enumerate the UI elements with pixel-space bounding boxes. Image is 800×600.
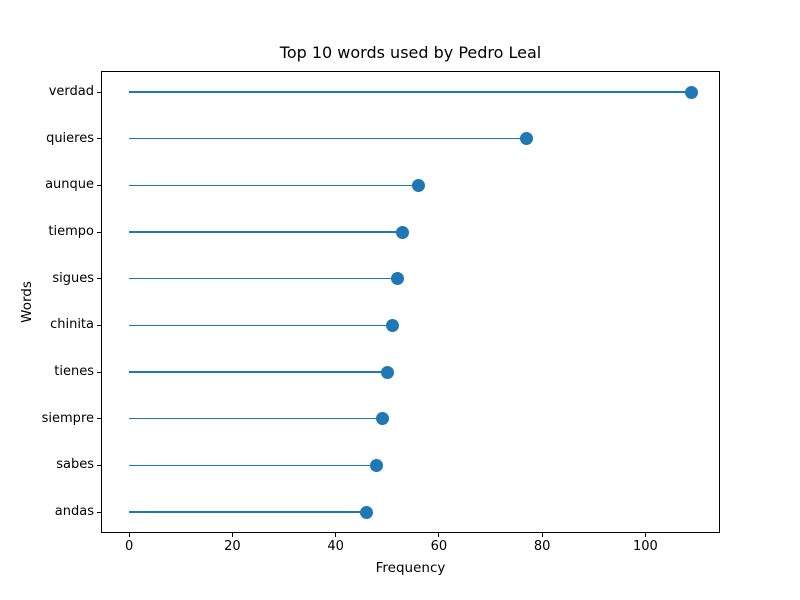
lollipop-stem — [129, 371, 388, 373]
lollipop-stem — [129, 417, 383, 420]
lollipop-stem — [129, 137, 527, 140]
lollipop-marker — [370, 458, 384, 472]
y-tick-label: sabes — [56, 457, 94, 473]
lollipop-marker — [375, 412, 389, 426]
y-axis-tick — [97, 511, 101, 513]
lollipop-marker — [685, 85, 699, 99]
lollipop-marker — [396, 225, 410, 239]
y-axis-tick — [97, 418, 101, 420]
x-axis-tick — [438, 533, 440, 537]
x-axis-tick — [541, 533, 543, 537]
lollipop-stem — [129, 184, 419, 187]
y-tick-label: tienes — [54, 364, 94, 379]
x-tick-label: 100 — [632, 539, 658, 554]
y-axis-tick — [97, 278, 101, 280]
y-tick-label: aunque — [45, 177, 94, 193]
lollipop-marker — [360, 505, 374, 519]
x-tick-label: 40 — [327, 539, 344, 554]
lollipop-stem — [129, 91, 692, 93]
lollipop-marker — [385, 318, 399, 332]
x-axis-tick — [644, 533, 646, 537]
y-tick-label: andas — [54, 504, 94, 519]
y-axis-tick — [97, 371, 101, 373]
y-tick-label: siempre — [41, 410, 94, 426]
y-axis-tick — [97, 138, 101, 140]
lollipop-marker — [380, 365, 394, 379]
x-axis-tick — [128, 533, 130, 537]
y-tick-label: sigues — [52, 270, 94, 286]
y-tick-label: verdad — [48, 84, 94, 99]
lollipop-marker — [520, 132, 534, 146]
y-tick-label: chinita — [50, 317, 94, 333]
plot-area — [101, 71, 720, 533]
x-axis-label: Frequency — [375, 560, 446, 576]
y-axis-label: Words — [19, 281, 35, 323]
y-axis-tick — [97, 184, 101, 186]
lollipop-stem — [129, 511, 367, 513]
lollipop-marker — [391, 272, 405, 286]
lollipop-stem — [129, 277, 398, 280]
x-tick-label: 60 — [430, 539, 448, 554]
y-tick-label: tiempo — [48, 224, 94, 239]
x-axis-tick — [231, 533, 233, 537]
chart-title: Top 10 words used by Pedro Leal — [279, 43, 542, 62]
y-axis-tick — [97, 91, 101, 93]
lollipop-marker — [411, 178, 425, 192]
lollipop-stem — [129, 324, 393, 327]
x-tick-label: 0 — [124, 539, 134, 554]
y-axis-tick — [97, 324, 101, 326]
x-axis-tick — [335, 533, 337, 537]
lollipop-stem — [129, 464, 377, 467]
x-tick-label: 80 — [533, 539, 551, 554]
y-axis-tick — [97, 464, 101, 466]
lollipop-stem — [129, 231, 403, 233]
y-tick-label: quieres — [46, 130, 94, 146]
y-axis-tick — [97, 231, 101, 233]
x-tick-label: 20 — [224, 539, 241, 554]
